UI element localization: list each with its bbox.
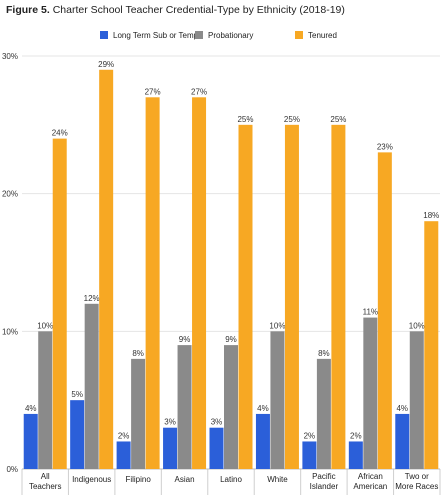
- bar-value-label: 23%: [377, 142, 393, 151]
- y-tick-label: 30%: [2, 52, 18, 61]
- bar-value-label: 12%: [84, 294, 100, 303]
- bar-value-label: 2%: [304, 431, 316, 440]
- bar: [192, 97, 207, 470]
- bar-value-label: 27%: [191, 87, 207, 96]
- bar: [284, 124, 299, 469]
- category-label: Indigenous: [72, 475, 111, 484]
- category-label-line: Pacific: [312, 472, 336, 481]
- bar: [116, 441, 131, 469]
- bar-value-label: 9%: [179, 335, 191, 344]
- category-label-line: All: [41, 472, 50, 481]
- bar-value-label: 8%: [132, 349, 144, 358]
- bar: [145, 97, 160, 470]
- bar-value-label: 10%: [269, 321, 285, 330]
- bar: [23, 413, 38, 469]
- bar: [209, 427, 224, 469]
- bar-value-label: 25%: [330, 115, 346, 124]
- category-label: White: [267, 475, 288, 484]
- bar-value-label: 25%: [237, 115, 253, 124]
- category-label: Latino: [220, 475, 242, 484]
- legend-swatch: [100, 31, 108, 39]
- bar: [316, 358, 331, 469]
- legend-swatch: [195, 31, 203, 39]
- bar-value-label: 10%: [409, 321, 425, 330]
- figure-title: Charter School Teacher Credential-Type b…: [52, 4, 345, 16]
- bar-value-label: 5%: [71, 390, 83, 399]
- category-label: Asian: [175, 475, 195, 484]
- bar-value-label: 29%: [98, 60, 114, 69]
- category-label-line: Teachers: [29, 482, 61, 491]
- category-label: Filipino: [125, 475, 151, 484]
- figure-label: Figure 5.: [6, 4, 50, 16]
- category-label-line: African: [358, 472, 383, 481]
- bar-value-label: 24%: [52, 129, 68, 138]
- bar-value-label: 25%: [284, 115, 300, 124]
- bar-value-label: 4%: [257, 404, 269, 413]
- bar: [70, 400, 85, 469]
- bar-value-label: 2%: [118, 431, 130, 440]
- bar-value-label: 8%: [318, 349, 330, 358]
- bar: [99, 69, 114, 470]
- legend-swatch: [295, 31, 303, 39]
- bar: [302, 441, 317, 469]
- bar: [255, 413, 270, 469]
- category-label: Two or More Races: [395, 472, 438, 491]
- bar-value-label: 10%: [37, 321, 53, 330]
- bar: [270, 331, 285, 469]
- y-tick-label: 0%: [6, 465, 18, 474]
- category-label: All Teachers: [29, 472, 61, 491]
- y-tick-label: 10%: [2, 327, 18, 336]
- bar-value-label: 27%: [145, 87, 161, 96]
- bar: [84, 303, 99, 469]
- bar-value-label: 3%: [211, 418, 223, 427]
- category-label-line: American: [353, 482, 387, 491]
- legend-label: Probationary: [208, 31, 253, 40]
- category-label-line: More Races: [395, 482, 438, 491]
- bar: [163, 427, 178, 469]
- bar-value-label: 4%: [25, 404, 37, 413]
- category-label-line: Islander: [310, 482, 339, 491]
- bar-value-label: 4%: [396, 404, 408, 413]
- category-label-line: Two or: [405, 472, 429, 481]
- bar: [238, 124, 253, 469]
- bar-value-label: 3%: [164, 418, 176, 427]
- category-label: Pacific Islander: [310, 472, 339, 491]
- category-label-line: Indigenous: [72, 475, 111, 484]
- bar: [224, 345, 238, 469]
- bar: [409, 331, 424, 469]
- legend-label: Long Term Sub or Temp: [113, 31, 199, 40]
- bar: [348, 441, 363, 469]
- bar: [424, 221, 439, 469]
- bar: [177, 345, 192, 469]
- bar: [395, 413, 410, 469]
- bar: [363, 317, 378, 469]
- category-label: African American: [353, 472, 387, 491]
- bar: [52, 138, 67, 469]
- category-label-line: Filipino: [125, 475, 151, 484]
- bar: [377, 152, 392, 469]
- bar: [331, 124, 346, 469]
- bar-value-label: 2%: [350, 431, 362, 440]
- bar: [38, 331, 53, 469]
- bar-value-label: 18%: [423, 211, 439, 220]
- bar: [131, 358, 146, 469]
- category-label-line: Latino: [220, 475, 242, 484]
- category-label-line: Asian: [175, 475, 195, 484]
- category-label-line: White: [267, 475, 288, 484]
- bar-value-label: 11%: [363, 308, 378, 317]
- chart-title: Figure 5. Charter School Teacher Credent…: [6, 4, 345, 16]
- y-tick-label: 20%: [2, 190, 18, 199]
- legend-label: Tenured: [308, 31, 337, 40]
- bar-value-label: 9%: [225, 335, 237, 344]
